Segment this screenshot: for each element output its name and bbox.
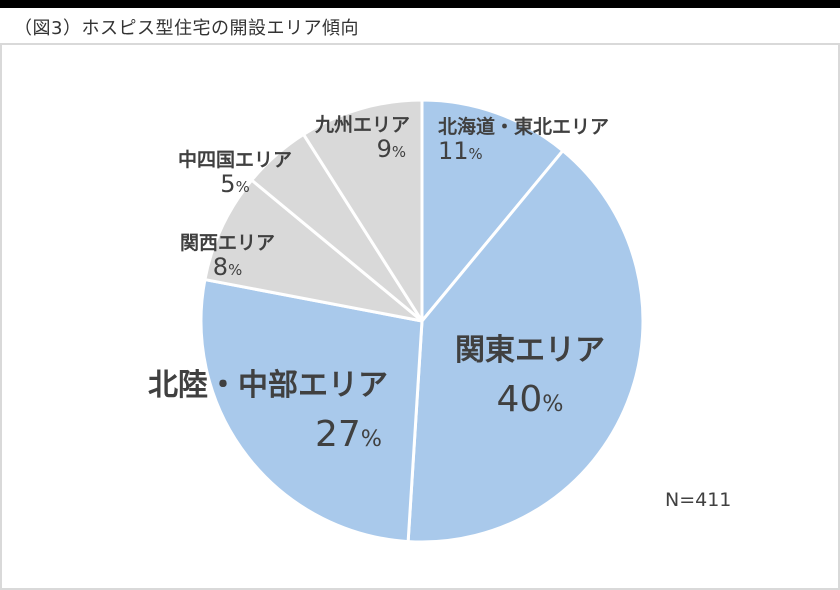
pie-slice bbox=[203, 178, 424, 323]
pie-slice bbox=[302, 98, 424, 323]
label-hokkaido-tohoku: 北海道・東北エリア 11% bbox=[438, 116, 610, 165]
label-kyushu: 九州エリア 9% bbox=[314, 114, 410, 163]
label-hokuriku-chubu: 北陸・中部エリア 27% bbox=[148, 368, 388, 455]
label-chushikoku: 中四国エリア 5% bbox=[178, 149, 293, 198]
label-kansai: 関西エリア 8% bbox=[180, 232, 276, 281]
pie-slice bbox=[199, 278, 424, 544]
pie-slice bbox=[406, 149, 645, 544]
pie-slice bbox=[420, 98, 565, 323]
chart-title: （図3）ホスピス型住宅の開設エリア傾向 bbox=[14, 18, 359, 39]
sample-size-note: N=411 bbox=[665, 489, 732, 511]
top-black-bar bbox=[0, 0, 840, 8]
label-kanto: 関東エリア 40% bbox=[455, 333, 605, 420]
